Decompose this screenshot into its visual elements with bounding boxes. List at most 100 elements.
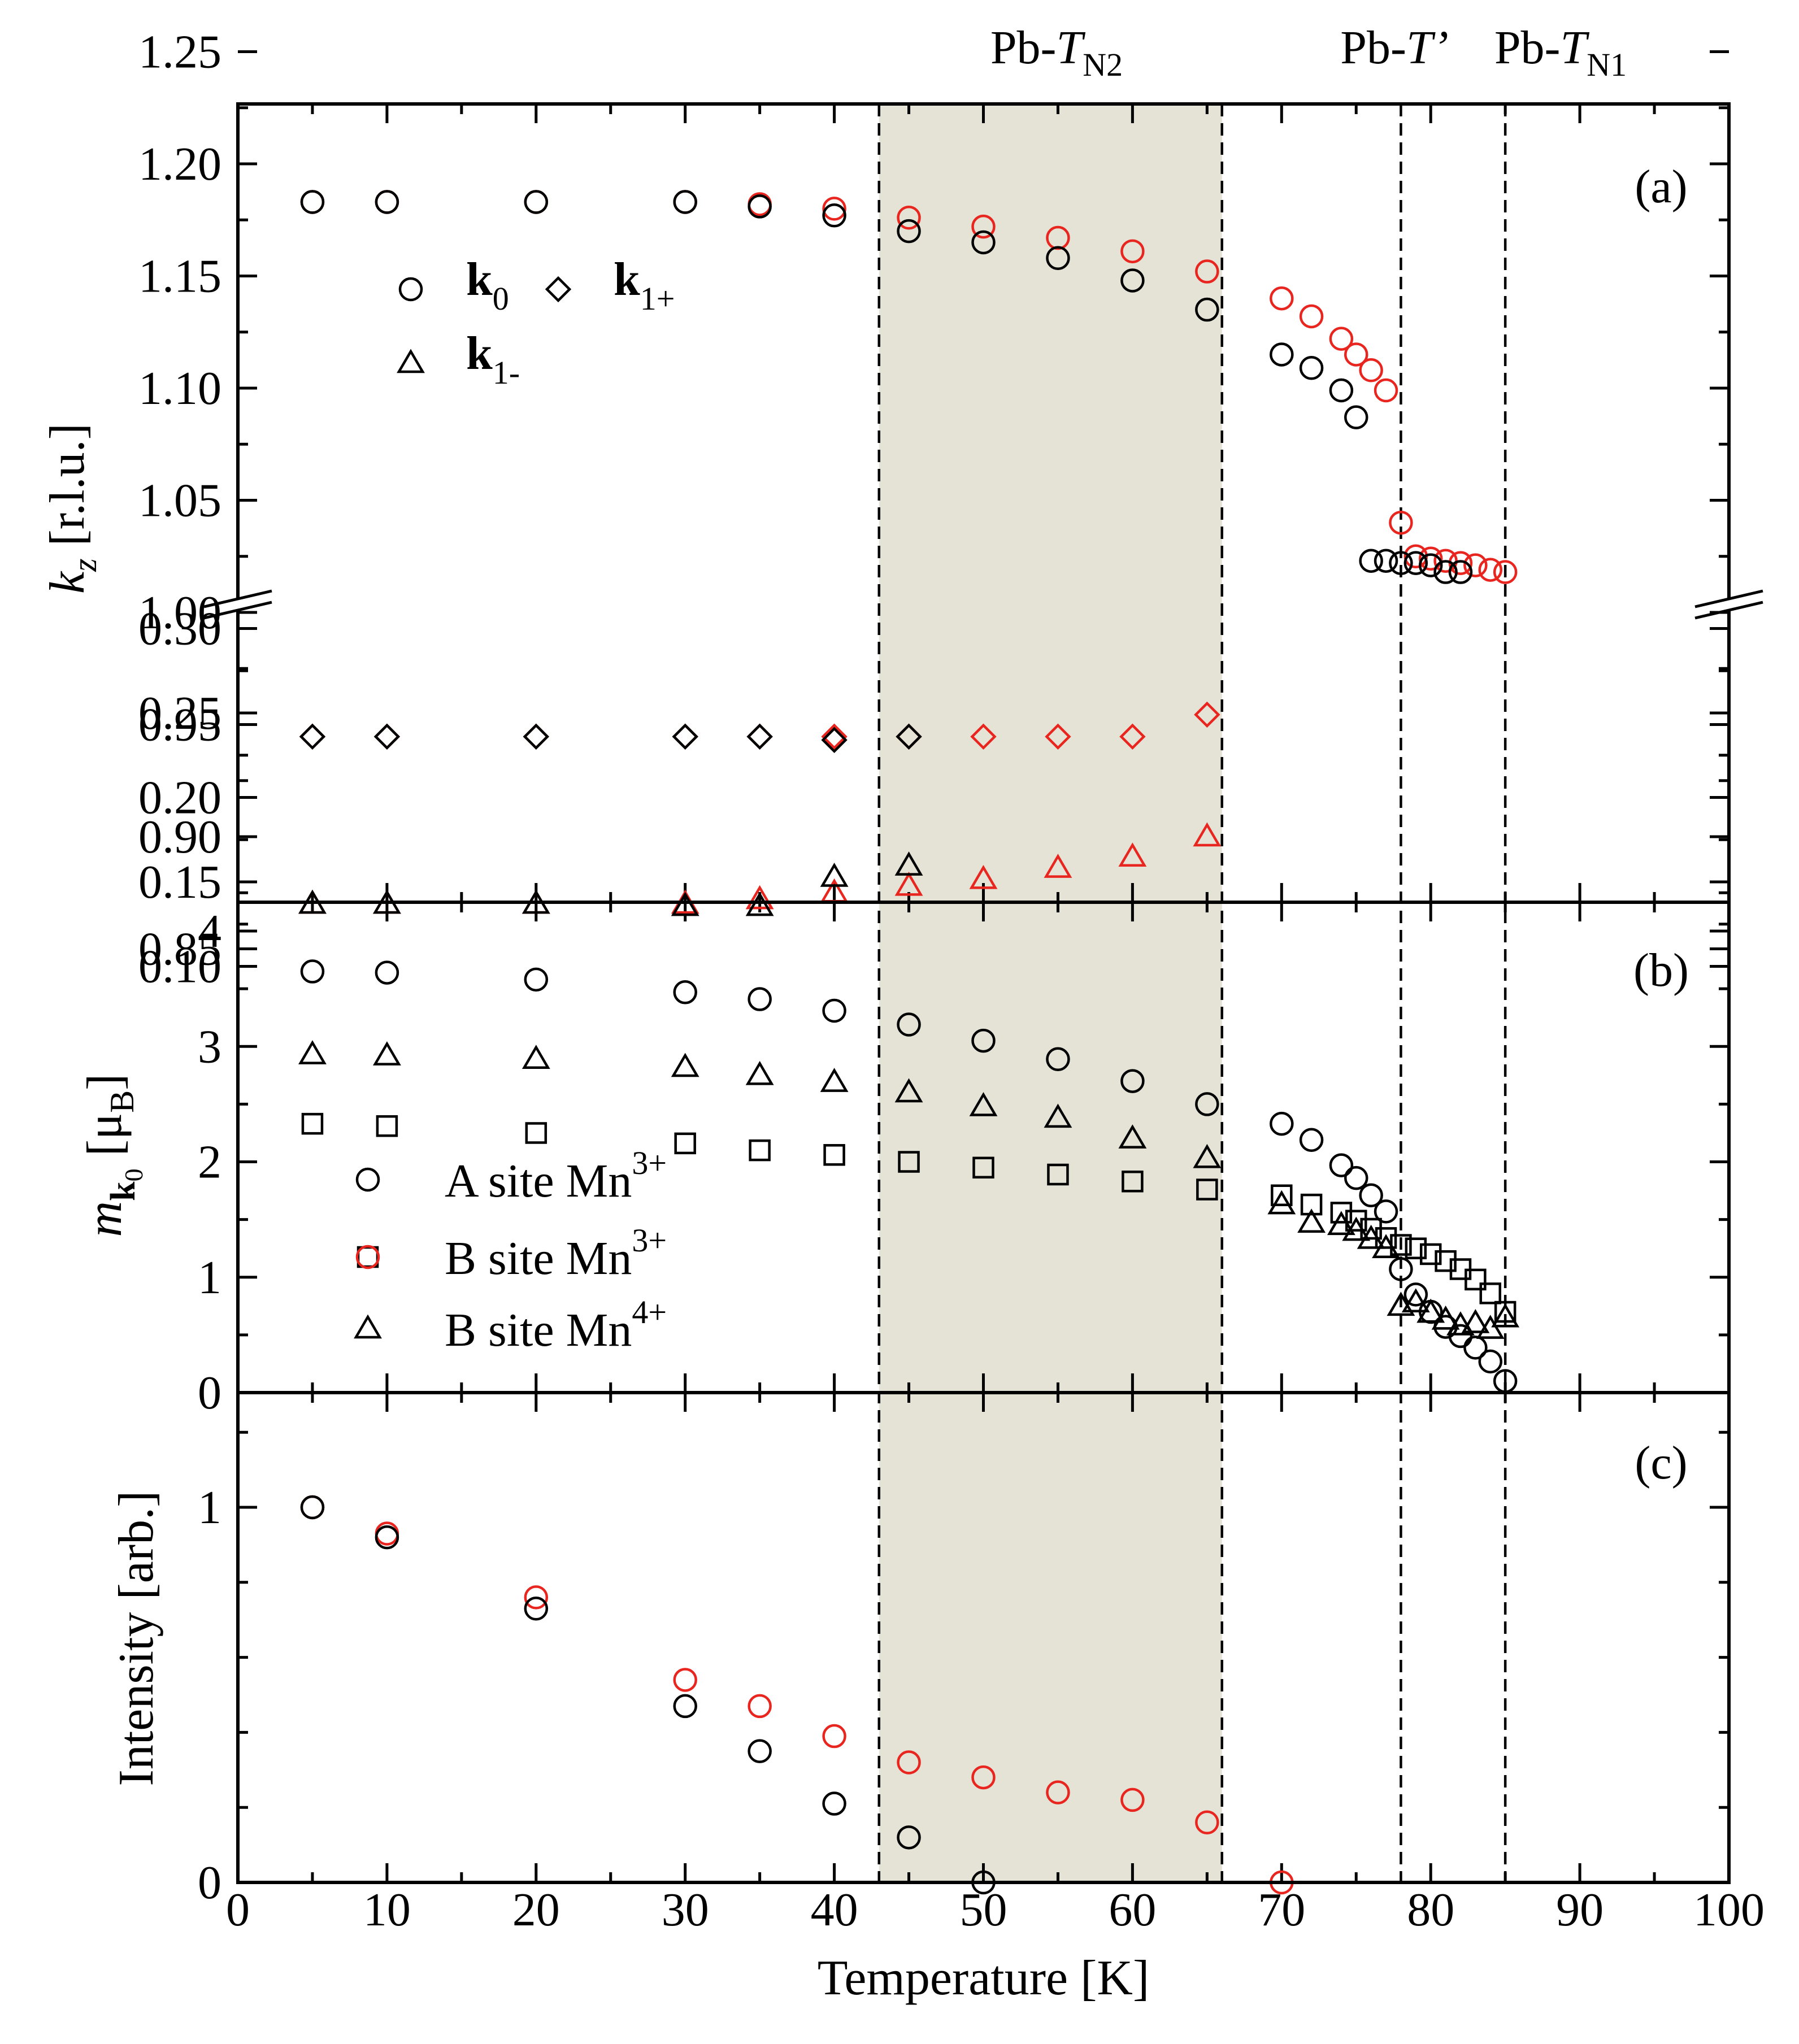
point-a-diamond-black [523, 723, 549, 750]
transition-symbol: T [1406, 21, 1436, 74]
y-axis-label-a: kz [r.l.u.] [40, 423, 103, 594]
point-a-circle-black [1433, 560, 1458, 584]
point-b-triangle [372, 1041, 401, 1066]
point-c-black [748, 1739, 772, 1763]
point-a-circle-red [1374, 378, 1398, 403]
point-b-triangle [1267, 1190, 1296, 1215]
x-tick-label: 40 [811, 1884, 858, 1936]
x-tick-label: 30 [662, 1884, 709, 1936]
point-b-triangle [671, 1053, 699, 1077]
x-tick-label: 50 [960, 1884, 1007, 1936]
point-a-diamond-red [970, 723, 997, 750]
point-b-triangle [522, 1045, 550, 1069]
point-b-triangle [1118, 1124, 1147, 1149]
point-c-black [897, 1825, 921, 1850]
legend-marker-a [398, 277, 423, 302]
point-a-triangle-red [1118, 842, 1147, 867]
y-tick-label-a: 1.00 [138, 586, 221, 639]
point-b-square [1271, 1184, 1293, 1207]
transition-subscript: N1 [1587, 46, 1627, 83]
y-tick-label-b: 2 [198, 1136, 221, 1189]
point-a-circle-red [1195, 259, 1219, 284]
y-tick-label-b: 0 [198, 1367, 221, 1419]
point-b-circle [1448, 1324, 1473, 1349]
point-a-circle-black [1195, 297, 1219, 322]
point-b-circle [1270, 1111, 1294, 1136]
point-b-square [1405, 1237, 1427, 1259]
point-b-triangle [1357, 1224, 1385, 1249]
point-a-circle-red [1344, 342, 1368, 367]
point-c-red [897, 1750, 921, 1775]
point-b-triangle [1193, 1143, 1222, 1168]
legend-text: B site Mn [445, 1232, 632, 1285]
point-b-circle [1463, 1336, 1488, 1360]
ylabel-subsubscript: 0 [119, 1168, 148, 1181]
point-b-circle [673, 980, 697, 1004]
y-tick-label-a: 0.30 [138, 603, 221, 655]
transition-prefix: Pb- [990, 21, 1057, 74]
point-b-triangle [894, 1078, 923, 1103]
point-a-diamond-black [672, 723, 698, 750]
point-a-circle-black [1403, 551, 1428, 575]
point-a-diamond-red [746, 723, 773, 750]
axis-break-gap [1722, 599, 1736, 610]
point-a-circle-black [822, 203, 846, 228]
point-a-diamond-black [299, 723, 326, 750]
y-tick-label-b: 3 [198, 1020, 221, 1073]
point-a-diamond-black [746, 723, 773, 750]
point-b-square [823, 1144, 845, 1166]
legend-label-a: k1+ [614, 253, 675, 317]
point-a-diamond-red [672, 723, 698, 750]
point-a-circle-red [822, 197, 846, 221]
point-b-square [972, 1156, 994, 1178]
point-a-triangle-red [1193, 822, 1222, 847]
point-a-diamond-red [1194, 701, 1220, 728]
point-b-square [525, 1122, 547, 1144]
point-c-red [1120, 1788, 1145, 1812]
point-b-triangle [1044, 1103, 1072, 1128]
point-a-circle-black [1046, 246, 1070, 270]
panel-frames-layer [203, 102, 1763, 1884]
axis-break-mark [203, 601, 272, 620]
point-c-black [822, 1791, 846, 1816]
point-b-circle [1403, 1282, 1428, 1307]
axis-break-mark [1694, 601, 1763, 620]
point-b-square [1494, 1301, 1516, 1323]
point-a-circle-black [1120, 268, 1145, 293]
transition-label-1: Pb-T’ [1340, 21, 1448, 74]
point-b-square [749, 1139, 771, 1162]
point-a-circle-black [897, 219, 921, 243]
point-a-circle-black [524, 190, 549, 214]
point-a-circle-black [1359, 549, 1383, 573]
point-a-diamond-red [299, 723, 326, 750]
point-a-circle-red [1463, 553, 1488, 577]
point-b-square [1122, 1170, 1144, 1193]
point-a-diamond-red [1045, 723, 1071, 750]
legend-text: k [614, 253, 640, 306]
point-a-circle-black [1418, 553, 1443, 577]
point-b-circle [524, 967, 549, 992]
point-b-circle [971, 1028, 996, 1053]
point-b-triangle [1431, 1305, 1460, 1330]
legend-marker-b [354, 1314, 382, 1339]
point-a-circle-red [1493, 560, 1518, 584]
axis-break-gap [231, 599, 245, 610]
point-a-diamond-red [821, 723, 848, 750]
point-b-triangle [745, 1060, 774, 1085]
point-a-circle-black [1374, 549, 1398, 573]
panel-letter-a: (a) [1635, 160, 1687, 213]
y-tick-label-a: 0.95 [138, 699, 221, 751]
point-c-red [673, 1668, 697, 1692]
point-b-square [1047, 1163, 1069, 1186]
point-c-red [524, 1585, 549, 1610]
point-b-circle [748, 987, 772, 1011]
point-a-circle-red [897, 206, 921, 230]
point-b-circle [822, 998, 846, 1023]
point-a-circle-black [1448, 560, 1473, 584]
point-a-circle-red [1418, 546, 1443, 571]
point-b-square [1330, 1202, 1353, 1224]
point-c-red [1046, 1780, 1070, 1804]
point-a-circle-black [1344, 405, 1368, 429]
